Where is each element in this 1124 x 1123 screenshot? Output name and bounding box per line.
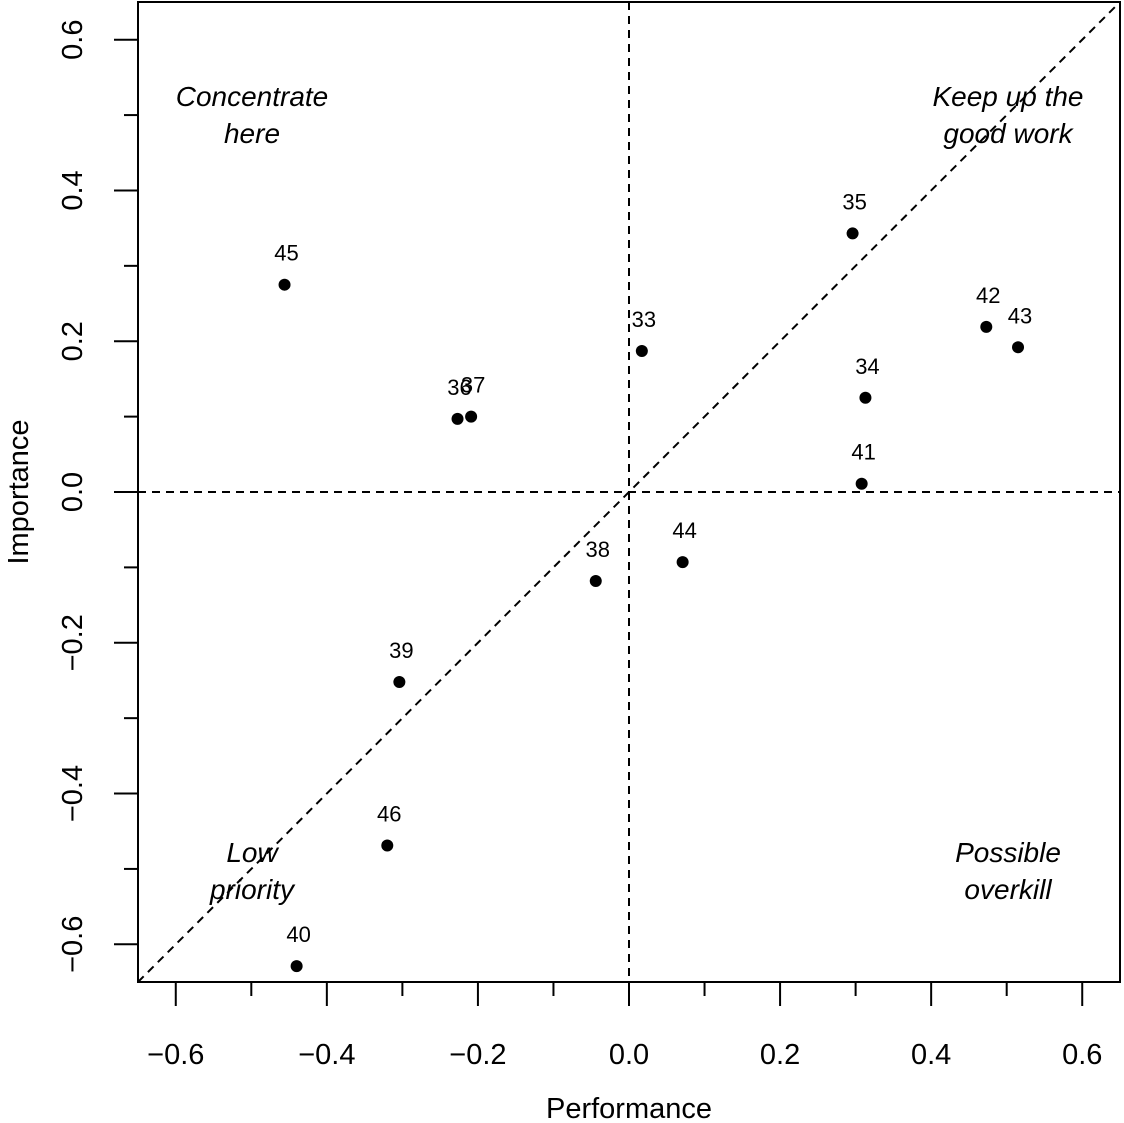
x-axis-label: Performance bbox=[546, 1093, 712, 1123]
point-label: 37 bbox=[461, 373, 485, 398]
point bbox=[855, 477, 868, 490]
point-label: 35 bbox=[842, 189, 866, 214]
point bbox=[278, 278, 291, 291]
x-tick-label: −0.6 bbox=[147, 1039, 204, 1071]
point bbox=[846, 227, 859, 240]
y-tick-label: −0.6 bbox=[57, 916, 89, 973]
point bbox=[393, 675, 406, 688]
y-tick-label: 0.6 bbox=[57, 20, 89, 60]
point bbox=[859, 391, 872, 404]
x-tick-label: 0.2 bbox=[760, 1039, 800, 1071]
point-label: 40 bbox=[286, 922, 310, 947]
point-label: 36 bbox=[447, 375, 471, 400]
quadrant-label: Keep up the bbox=[932, 81, 1083, 112]
quadrant-label: Low bbox=[226, 837, 279, 868]
point-label: 39 bbox=[389, 638, 413, 663]
quadrant-label: good work bbox=[943, 118, 1074, 149]
quadrant-label: here bbox=[224, 118, 280, 149]
point bbox=[290, 960, 303, 973]
point-label: 41 bbox=[851, 440, 875, 465]
quadrant-label: overkill bbox=[964, 874, 1052, 905]
point bbox=[381, 839, 394, 852]
diagonal-line bbox=[137, 1, 1121, 983]
quadrant-label: Possible bbox=[955, 837, 1061, 868]
point bbox=[465, 410, 478, 423]
point-label: 44 bbox=[672, 518, 696, 543]
point-label: 46 bbox=[377, 802, 401, 827]
y-tick-label: 0.0 bbox=[57, 472, 89, 512]
y-tick-label: −0.4 bbox=[57, 765, 89, 822]
point bbox=[635, 345, 648, 358]
x-tick-label: 0.0 bbox=[609, 1039, 649, 1071]
x-tick-label: −0.2 bbox=[449, 1039, 506, 1071]
x-tick-label: 0.4 bbox=[911, 1039, 951, 1071]
point-label: 38 bbox=[586, 537, 610, 562]
quadrant-label: priority bbox=[209, 874, 296, 905]
point bbox=[676, 556, 689, 569]
y-axis-label: Importance bbox=[3, 419, 35, 564]
point-label: 42 bbox=[976, 283, 1000, 308]
y-tick-label: 0.2 bbox=[57, 321, 89, 361]
point-label: 33 bbox=[632, 307, 656, 332]
point bbox=[451, 412, 464, 425]
y-tick-label: 0.4 bbox=[57, 170, 89, 210]
y-tick-label: −0.2 bbox=[57, 614, 89, 671]
x-tick-label: −0.4 bbox=[298, 1039, 355, 1071]
point-label: 34 bbox=[855, 354, 879, 379]
point bbox=[589, 574, 602, 587]
point-label: 45 bbox=[274, 241, 298, 266]
point bbox=[1012, 341, 1025, 354]
point-label: 43 bbox=[1008, 303, 1032, 328]
quadrant-label: Concentrate bbox=[176, 81, 329, 112]
x-tick-label: 0.6 bbox=[1062, 1039, 1102, 1071]
point bbox=[980, 320, 993, 333]
